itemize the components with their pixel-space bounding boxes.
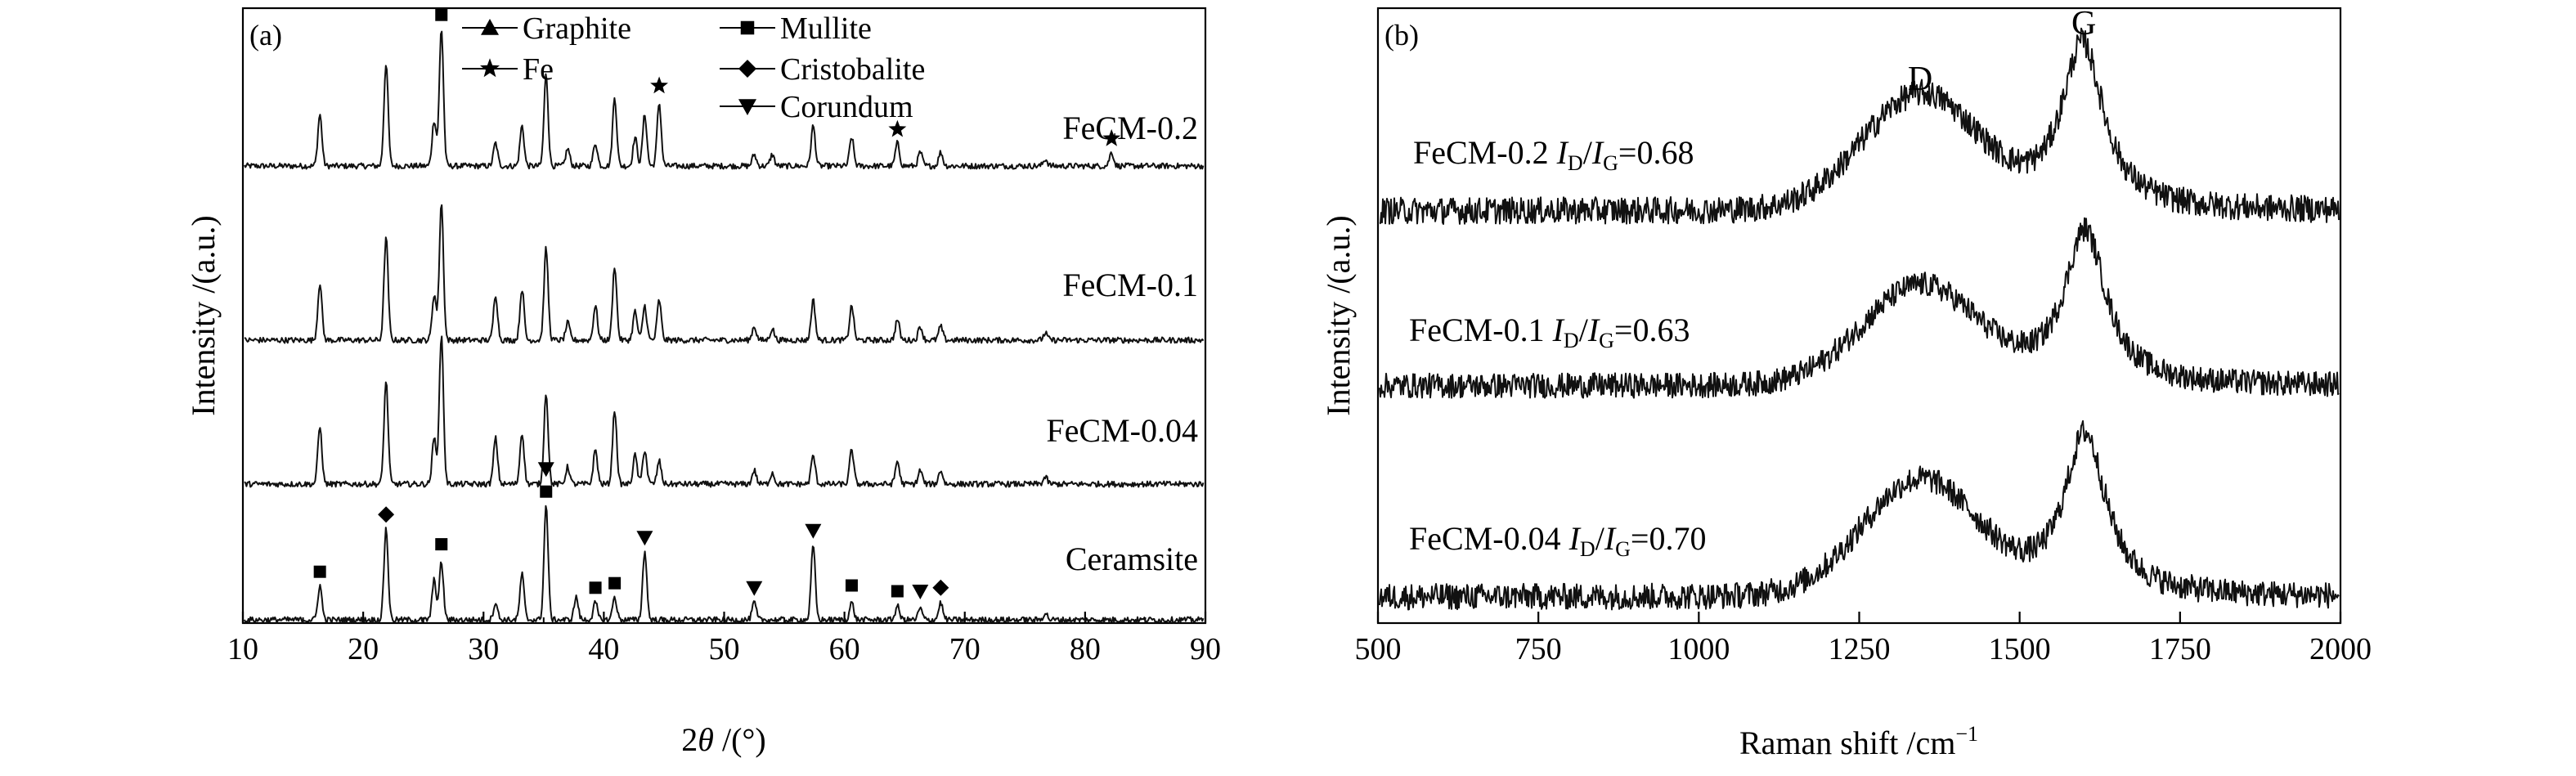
legend-label: Cristobalite <box>780 52 925 87</box>
xrd-trace-fecm-0-04 <box>244 335 1205 488</box>
x-label-unit: /(°) <box>714 721 766 758</box>
square-marker <box>540 485 553 498</box>
star-marker <box>650 76 668 94</box>
x-tick-label-b-2000: 2000 <box>2309 632 2372 666</box>
legend-item-mullite: Mullite <box>720 11 872 46</box>
x-tick-label-a-90: 90 <box>1190 632 1221 666</box>
raman-annotation-fecm-0-2: FeCM-0.2 ID/IG=0.68 <box>1413 134 1694 175</box>
triangle-down-marker <box>805 523 822 539</box>
x-tick-label-a-20: 20 <box>348 632 379 666</box>
square-marker <box>435 8 448 21</box>
x-tick-label-a-30: 30 <box>468 632 499 666</box>
panel-b-traces <box>1379 27 2340 611</box>
star-marker <box>1102 128 1121 146</box>
xrd-series-label-ceramsite: Ceramsite <box>1066 541 1198 577</box>
band-label-g: G <box>2071 5 2096 43</box>
panel-a-label: (a) <box>249 19 282 52</box>
panel-a-x-axis: 10 20 30 40 50 60 70 80 90 <box>227 612 1221 666</box>
x-tick-label-a-50: 50 <box>709 632 740 666</box>
panel-a-x-axis-label: 2θ /(°) <box>681 721 765 758</box>
x-label-theta: θ <box>698 721 714 758</box>
star-marker <box>888 119 907 137</box>
xrd-trace-ceramsite <box>244 505 1205 624</box>
triangle-down-marker <box>746 581 763 596</box>
xrd-series-label-fecm-0-04: FeCM-0.04 <box>1046 412 1198 449</box>
xrd-series-label-fecm-0-1: FeCM-0.1 <box>1062 267 1198 303</box>
x-tick-label-a-10: 10 <box>227 632 258 666</box>
square-marker <box>435 538 448 551</box>
panel-a-markers <box>313 8 1121 599</box>
square-marker <box>845 579 858 592</box>
panel-b-x-axis-label: Raman shift /cm−1 <box>1739 722 1978 761</box>
star-legend-marker <box>480 58 500 78</box>
x-tick-label-b-1750: 1750 <box>2149 632 2211 666</box>
legend-label: Corundum <box>780 90 913 124</box>
raman-annotation-fecm-0-1: FeCM-0.1 ID/IG=0.63 <box>1409 312 1690 352</box>
raman-trace-fecm-0-2 <box>1379 27 2340 225</box>
band-label-d: D <box>1908 61 1932 98</box>
panel-a: (a) 10 20 30 40 50 60 70 80 90 FeCM-0.2FeCM-0.1F… <box>185 7 1221 758</box>
legend-label: Fe <box>523 52 554 87</box>
panel-b-labels: FeCM-0.2 ID/IG=0.68 FeCM-0.1 ID/IG=0.63 Fe… <box>1409 5 2096 561</box>
legend-item-graphite: Graphite <box>462 11 631 46</box>
triangle-down-marker <box>912 585 929 599</box>
diamond-legend-marker <box>738 60 756 78</box>
raman-trace-fecm-0-04 <box>1379 419 2340 611</box>
raman-annotation-fecm-0-04: FeCM-0.04 ID/IG=0.70 <box>1409 520 1706 561</box>
raman-label-sup: −1 <box>1955 722 1978 746</box>
triangle-down-marker <box>537 462 554 478</box>
panel-a-y-axis-label: Intensity /(a.u.) <box>185 215 222 416</box>
x-tick-label-b-1500: 1500 <box>1989 632 2051 666</box>
raman-label-text: Raman shift /cm <box>1739 724 1955 761</box>
x-tick-label-a-40: 40 <box>588 632 619 666</box>
legend-label: Graphite <box>523 11 631 46</box>
square-marker <box>608 576 622 590</box>
xrd-trace-fecm-0-2 <box>244 30 1205 170</box>
triangle-up-legend-marker <box>481 19 499 35</box>
x-tick-label-a-60: 60 <box>829 632 860 666</box>
triangle-down-legend-marker <box>738 99 756 115</box>
xrd-trace-fecm-0-1 <box>244 204 1205 344</box>
square-legend-marker <box>740 20 755 35</box>
square-marker <box>313 565 326 578</box>
x-tick-label-a-70: 70 <box>949 632 981 666</box>
panel-b: (b) 500 750 1000 1250 1500 1750 2000 FeCM-0.2 … <box>1320 5 2372 761</box>
x-tick-label-b-1250: 1250 <box>1829 632 1891 666</box>
panel-a-frame <box>241 7 1207 625</box>
x-tick-label-b-500: 500 <box>1355 632 1402 666</box>
x-tick-label-b-1000: 1000 <box>1667 632 1730 666</box>
panel-b-x-axis: 500 750 1000 1250 1500 1750 2000 <box>1355 612 2372 666</box>
x-tick-label-a-80: 80 <box>1070 632 1101 666</box>
square-marker <box>891 585 904 598</box>
xrd-series-label-fecm-0-2: FeCM-0.2 <box>1062 110 1198 146</box>
x-tick-label-b-750: 750 <box>1515 632 1562 666</box>
diamond-marker <box>378 506 395 523</box>
panel-a-traces: FeCM-0.2 FeCM-0.1 FeCM-0.04 Ceramsite <box>244 30 1205 624</box>
diamond-marker <box>932 579 949 596</box>
triangle-down-marker <box>636 531 653 546</box>
raman-trace-fecm-0-1 <box>1379 217 2340 399</box>
legend-label: Mullite <box>780 11 872 46</box>
x-label-number: 2 <box>681 721 698 758</box>
panel-b-label: (b) <box>1384 19 1419 52</box>
panel-b-y-axis-label: Intensity /(a.u.) <box>1320 215 1357 416</box>
square-marker <box>589 581 602 594</box>
legend-item-cristobalite: Cristobalite <box>720 52 925 87</box>
legend-item-fe: Fe <box>462 52 554 87</box>
legend-item-corundum: Corundum <box>720 90 913 124</box>
